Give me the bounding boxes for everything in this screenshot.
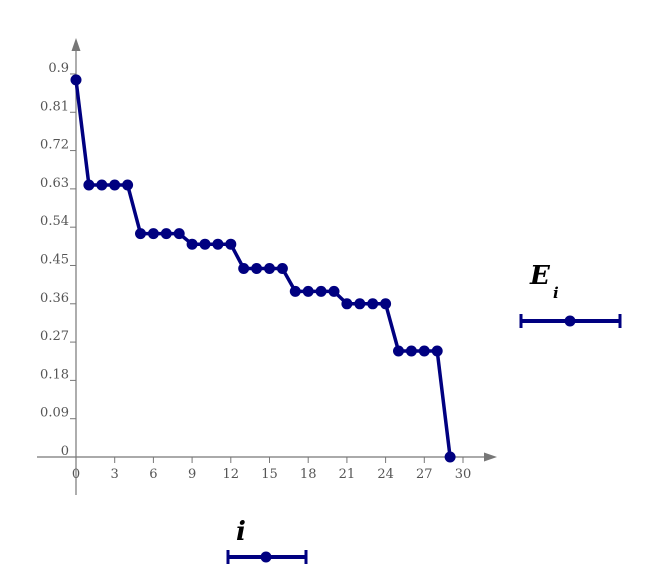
data-point (328, 285, 340, 297)
y-tick-label: 0.9 (48, 61, 69, 76)
data-point (96, 179, 108, 191)
series-line (74, 79, 452, 458)
x-tick-label: 6 (149, 467, 157, 482)
y-legend-swatch (519, 314, 622, 328)
data-point (251, 263, 263, 274)
x-tick-label: 21 (339, 467, 356, 482)
data-point (212, 238, 224, 250)
data-point (122, 179, 134, 191)
data-point (147, 228, 159, 240)
data-point (199, 238, 211, 250)
data-point (315, 285, 327, 297)
y-variable-subscript: i (553, 284, 559, 302)
x-axis-arrow (484, 452, 497, 462)
y-tick-label: 0.18 (40, 367, 69, 382)
x-tick-label: 15 (261, 467, 278, 482)
y-tick-label: 0.45 (40, 252, 69, 267)
data-point (289, 285, 301, 297)
ticks: 0 0.09 0.18 0.27 0.36 0.45 0.54 0.63 0.72 0.81 0.9… (40, 61, 471, 482)
data-point (173, 228, 185, 240)
data-point (264, 263, 275, 274)
x-tick-label: 24 (377, 467, 394, 482)
x-tick-label: 9 (188, 467, 196, 482)
x-variable-name: i (236, 517, 246, 547)
axes (37, 38, 497, 495)
data-point (367, 298, 379, 310)
data-point (302, 285, 314, 297)
data-point (160, 228, 172, 240)
data-point (431, 345, 443, 357)
x-tick-label: 0 (72, 467, 80, 482)
x-tick-label: 3 (111, 467, 119, 482)
data-point (354, 298, 366, 310)
x-legend-swatch (226, 550, 308, 564)
data-point (341, 298, 353, 310)
y-variable-label: E i (519, 261, 622, 328)
x-tick-label: 12 (223, 467, 240, 482)
y-legend-marker (564, 315, 576, 327)
x-legend-marker (260, 551, 272, 563)
data-point (276, 263, 288, 274)
y-tick-label: 0.72 (40, 138, 69, 153)
y-tick-label: 0.27 (40, 329, 69, 344)
data-point (405, 345, 417, 357)
y-variable-name: E (529, 261, 551, 291)
y-tick-label: 0.63 (40, 176, 69, 191)
data-point (83, 179, 95, 191)
data-point (380, 298, 392, 310)
data-point (444, 451, 456, 463)
data-point (135, 228, 146, 240)
y-axis-arrow (71, 38, 81, 51)
y-tick-label: 0.09 (40, 406, 69, 421)
x-tick-label: 18 (300, 467, 317, 482)
data-point (393, 345, 404, 357)
data-point (186, 238, 198, 250)
x-tick-label: 30 (455, 467, 472, 482)
x-tick-label: 27 (416, 467, 433, 482)
x-variable-label: i (226, 517, 308, 564)
y-tick-label: 0.54 (40, 214, 69, 229)
series (70, 74, 456, 463)
y-tick-label: 0 (61, 444, 69, 459)
y-tick-label: 0.36 (40, 291, 69, 306)
data-point (225, 238, 237, 250)
data-point (109, 179, 121, 191)
y-tick-label: 0.81 (40, 99, 69, 114)
data-point (238, 263, 250, 274)
data-point (418, 345, 430, 357)
data-point (70, 74, 82, 86)
